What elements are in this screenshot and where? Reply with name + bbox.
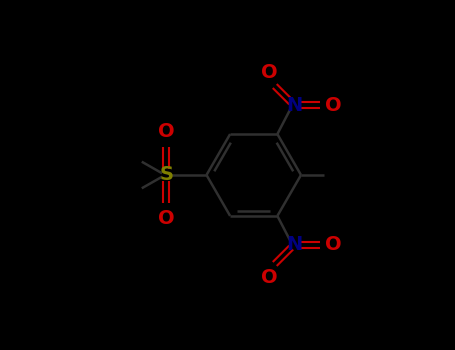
Text: O: O bbox=[158, 209, 175, 228]
Text: O: O bbox=[325, 235, 342, 254]
Text: O: O bbox=[158, 122, 175, 141]
Text: O: O bbox=[261, 268, 278, 287]
Text: N: N bbox=[286, 235, 302, 254]
Text: N: N bbox=[286, 96, 302, 115]
Text: O: O bbox=[325, 96, 342, 115]
Text: O: O bbox=[261, 63, 278, 82]
Text: S: S bbox=[159, 166, 173, 184]
